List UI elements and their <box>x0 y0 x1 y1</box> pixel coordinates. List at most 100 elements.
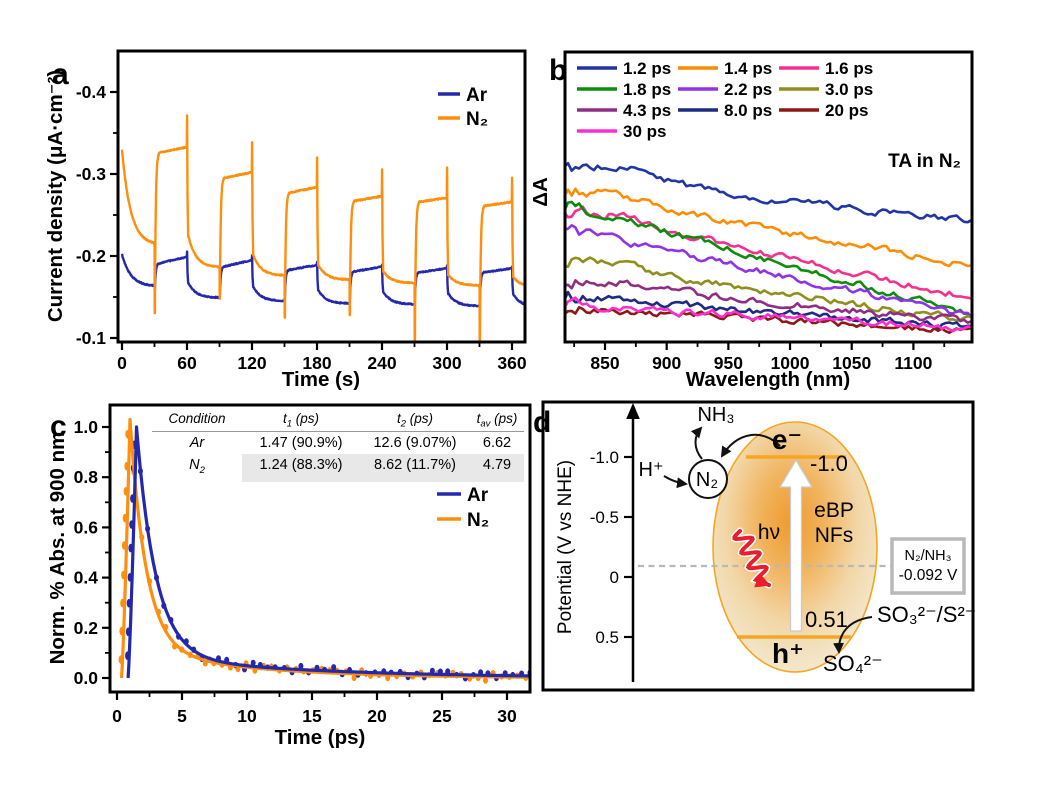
panel-b-series-1.4 ps <box>565 187 972 268</box>
legend-label: N₂ <box>466 109 488 130</box>
panel-b-series-3.0 ps <box>565 256 972 322</box>
legend-label: 1.8 ps <box>623 80 671 99</box>
sub-shape: av <box>480 418 491 430</box>
y-tick-label: -0.3 <box>76 164 106 184</box>
x-tick-label: 0 <box>112 706 122 726</box>
legend-label: 1.2 ps <box>623 59 671 78</box>
sub-shape: 2 <box>400 418 407 430</box>
panel-b-series-20 ps <box>565 306 972 334</box>
panel-b-curves <box>565 161 972 334</box>
panel-b-series-30 ps <box>565 296 972 333</box>
fit-table-row: N2 1.24 (88.3%) 8.62 (11.7%) 4.79 <box>152 454 524 482</box>
scatter-dot <box>298 662 304 670</box>
fit-table-header-row: Condition t1 (ps) t2 (ps) tav (ps) <box>152 408 524 432</box>
legend-label: N₂ <box>467 510 489 531</box>
photon-label: hν <box>758 521 780 544</box>
fit-table-condition-cell: Ar <box>189 435 205 451</box>
y-tick-label: -0.2 <box>76 246 106 266</box>
panel-b-y-axis-label: ΔA <box>529 177 552 207</box>
legend-label: Ar <box>466 85 488 106</box>
panel-b-series-1.6 ps <box>565 205 972 300</box>
electron-to-n2-arrow <box>720 433 781 458</box>
panel-a-curves <box>120 114 525 342</box>
panel-a-photocurrent-chart: 0 60 120 180 240 300 360-0.4-0.3-0.2-0.1 ArN₂ … <box>44 49 527 391</box>
fit-table-value-cell: 4.79 <box>470 454 524 482</box>
panel-d-energy-diagram: Potential (V vs NHE) -1.0-0.500.5 e⁻ h⁺ … <box>541 400 976 692</box>
photon-squiggle <box>732 529 771 588</box>
x-tick-label: 60 <box>177 353 197 373</box>
panel-a-legend: Ar N₂ <box>438 85 488 130</box>
x-tick-label: 900 <box>652 353 681 373</box>
panel-b-series-2.2 ps <box>565 224 972 318</box>
fit-table-header-cell: t1 (ps) <box>282 411 320 430</box>
panel-c-x-axis-label: Time (ps) <box>275 726 366 749</box>
vb-potential-value: 0.51 <box>805 607 848 632</box>
panel-a-y-axis-label: Current density (μA·cm⁻²) <box>44 70 67 322</box>
x-tick-label: 120 <box>237 353 266 373</box>
x-tick-label: 15 <box>302 706 322 726</box>
x-tick-label: 360 <box>497 353 526 373</box>
excitation-arrow <box>779 459 813 632</box>
legend-label: 1.4 ps <box>724 59 772 78</box>
fit-table-value-cell: 1.24 (88.3%) <box>242 454 360 482</box>
scatter-dot <box>483 677 488 684</box>
scatter-dot <box>429 667 435 675</box>
legend-label: 8.0 ps <box>724 101 772 120</box>
x-tick-label: 240 <box>367 353 396 373</box>
y-tick-label: 0.8 <box>74 467 99 487</box>
panel-c-curves <box>118 417 537 684</box>
potential-tick-label: -1.0 <box>590 448 619 467</box>
photon-squiggle-arrow <box>730 527 773 589</box>
n2-label: N₂ <box>696 469 718 491</box>
x-tick-label: 0 <box>117 353 127 373</box>
fit-table-header-cell: tav (ps) <box>476 411 518 430</box>
legend-label: 4.3 ps <box>623 101 671 120</box>
panel-b-x-axis-label: Wavelength (nm) <box>686 368 850 391</box>
y-tick-label: -0.4 <box>76 82 106 102</box>
panel-b-plot-box <box>563 50 974 344</box>
y-tick-label: 0.4 <box>74 568 99 588</box>
legend-label: 30 ps <box>623 122 666 141</box>
panel-a-series-Ar <box>120 250 525 308</box>
sub-shape: 1 <box>286 418 293 430</box>
x-tick-label: 10 <box>237 706 257 726</box>
redox-potential-box <box>890 537 966 595</box>
x-tick-label: 300 <box>432 353 461 373</box>
fit-table-value-cell: 12.6 (9.07%) <box>373 435 457 451</box>
scatter-dot <box>250 659 256 667</box>
electron-label: e⁻ <box>772 424 802 455</box>
so3-to-so4-arrow <box>833 616 873 654</box>
x-tick-label: 25 <box>432 706 452 726</box>
fit-table-condition-cell: N2 <box>189 457 205 476</box>
n2-circle <box>688 459 728 499</box>
x-tick-label: 20 <box>367 706 387 726</box>
x-tick-label: 1050 <box>832 353 871 373</box>
fit-table-header-cell: t2 (ps) <box>396 411 434 430</box>
fit-table-value-cell: 1.47 (90.9%) <box>259 435 343 451</box>
potential-axis-arrowhead <box>626 403 640 419</box>
panel-c-letter: c <box>50 410 67 443</box>
panel-c-decay-kinetics-chart: 0 5 10 15 20 25 30 0.0 0.2 0.4 0.6 0.8 1.0 Ar N₂ Time… <box>46 403 537 749</box>
redox-couple-label: N₂/NH₃ <box>905 548 952 564</box>
panel-a-plot-box <box>116 49 527 344</box>
panel-b-ticks: 850 900 950 1000 1050 1100 <box>573 342 946 373</box>
scatter-dot <box>532 674 537 680</box>
y-tick-label: 0.6 <box>74 517 99 537</box>
legend-label: 2.2 ps <box>724 80 772 99</box>
potential-tick-label: 0.5 <box>595 628 619 647</box>
panel-a-series-N₂ <box>120 114 525 342</box>
scatter-dot <box>351 674 357 681</box>
x-tick-label: 180 <box>302 353 331 373</box>
y-tick-label: 1.0 <box>74 417 99 437</box>
hplus-to-n2-arrow <box>663 475 688 489</box>
donor-label: SO₃²⁻/S²⁻ <box>877 602 976 627</box>
panel-c-y-axis-label: Norm. % Abs. at 900 nm <box>46 432 69 665</box>
cb-potential-value: -1.0 <box>810 451 848 476</box>
panel-c-plot-box <box>108 403 532 694</box>
panel-d-ticks: -1.0 -0.5 0 0.5 <box>590 448 633 647</box>
fit-table-row: Ar 1.47 (90.9%) 12.6 (9.07%) 6.62 <box>152 432 524 454</box>
n2-to-nh3-arrow <box>690 426 703 460</box>
y-tick-label: 0.0 <box>74 668 99 688</box>
